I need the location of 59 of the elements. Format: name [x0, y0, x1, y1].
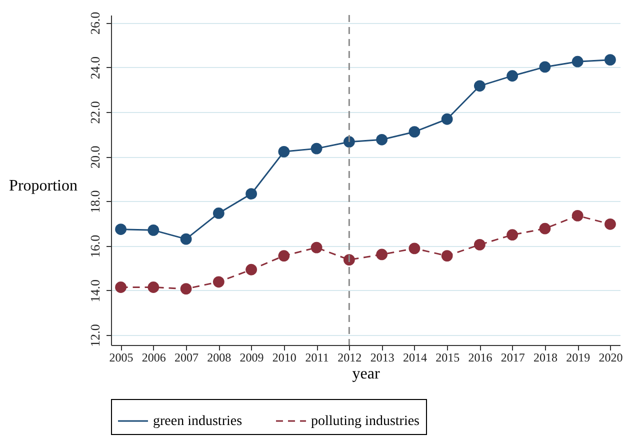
- x-tick-label: 2012: [338, 350, 362, 364]
- point: [180, 233, 192, 245]
- x-tick-label: 2015: [436, 350, 460, 364]
- point: [539, 222, 551, 234]
- point: [115, 282, 126, 293]
- point: [148, 224, 160, 236]
- point: [604, 218, 616, 230]
- legend-label: green industries: [153, 414, 242, 429]
- y-tick-label: 18.0: [88, 190, 102, 214]
- y-tick-label: 22.0: [88, 101, 102, 124]
- point: [474, 80, 486, 92]
- y-tick-label: 24.0: [88, 56, 102, 80]
- point: [506, 70, 518, 82]
- x-tick-label: 2005: [109, 350, 134, 364]
- point: [376, 248, 388, 260]
- x-tick-label: 2017: [500, 350, 525, 364]
- y-tick-label: 14.0: [88, 279, 102, 302]
- point: [441, 250, 453, 262]
- point: [212, 276, 224, 288]
- point: [408, 126, 420, 138]
- y-tick-label: 12.0: [88, 324, 102, 347]
- x-axis-title: year: [352, 366, 380, 382]
- point: [572, 210, 584, 222]
- point: [376, 134, 388, 146]
- point: [246, 264, 257, 276]
- x-tick-label: 2010: [272, 350, 296, 364]
- point: [572, 56, 584, 68]
- point: [474, 238, 486, 250]
- x-tick-label: 2011: [305, 350, 329, 364]
- point: [148, 282, 160, 293]
- point: [310, 242, 322, 254]
- legend-label: polluting industries: [311, 414, 420, 429]
- x-tick-label: 2018: [533, 350, 558, 364]
- point: [180, 283, 192, 294]
- x-tick-label: 2007: [174, 350, 199, 364]
- point: [604, 54, 616, 66]
- point: [539, 61, 551, 73]
- x-tick-label: 2016: [468, 350, 492, 364]
- x-tick-label: 2020: [598, 350, 623, 364]
- x-tick-label: 2014: [402, 350, 427, 364]
- x-tick-label: 2013: [370, 350, 394, 364]
- point: [310, 142, 322, 154]
- x-tick-label: 2019: [566, 350, 590, 364]
- x-tick-label: 2006: [142, 350, 166, 364]
- point: [441, 113, 453, 125]
- x-tick-label: 2008: [207, 350, 232, 364]
- point: [506, 229, 518, 241]
- x-tick-label: 2009: [240, 350, 264, 364]
- y-tick-label: 16.0: [88, 234, 102, 258]
- point: [212, 208, 224, 219]
- y-tick-label: 20.0: [88, 146, 102, 168]
- point: [278, 146, 290, 158]
- point: [278, 250, 290, 262]
- point: [246, 188, 257, 200]
- point: [115, 224, 126, 235]
- y-tick-label: 26.0: [88, 12, 102, 35]
- point: [343, 136, 355, 148]
- point: [408, 242, 420, 254]
- y-axis-title: Proportion: [9, 178, 78, 194]
